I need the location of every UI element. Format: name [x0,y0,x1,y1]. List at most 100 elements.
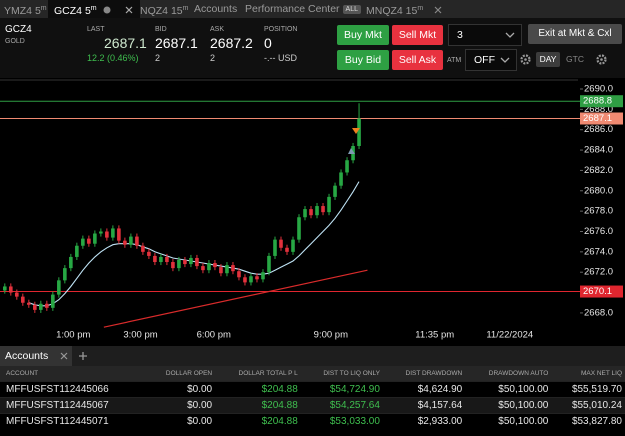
tab[interactable]: MNQZ4 15m [366,0,442,18]
gtc-button[interactable]: GTC [566,54,584,64]
cell: $55,010.24 [551,397,625,414]
buy-bid-button[interactable]: Buy Bid [337,50,389,70]
tab[interactable]: GCZ4 5m [48,0,140,18]
cell: $0.00 [146,413,216,429]
y-tick-label: 2688.0 [584,104,613,115]
add-tab-icon[interactable] [78,351,88,361]
candle-body [291,239,295,252]
panel-tab[interactable]: Accounts [0,346,72,366]
y-tick-label: 2672.0 [584,267,613,278]
column-header[interactable]: DOLLAR TOTAL P L [215,366,301,382]
candle-body [9,286,13,293]
settings-icon[interactable] [596,54,607,65]
column-header[interactable]: DIST DRAWDOWN [382,366,466,382]
candle-body [141,245,145,252]
candle-body [243,277,247,283]
column-header[interactable]: DOLLAR OPEN [146,366,216,382]
y-tick-label: 2676.0 [584,226,613,237]
tab[interactable]: Accounts [194,0,237,18]
tab[interactable]: Performance Center ALL [245,0,362,18]
candle-body [81,238,85,246]
candle-body [213,263,217,268]
candle-body [261,272,265,280]
column-header[interactable]: DRAWDOWN AUTO [465,366,552,382]
tab[interactable]: NQZ4 15m [140,0,188,18]
account-row[interactable]: MFFUSFST112445071 $0.00 $204.88 $53,033.00 $… [0,413,625,429]
candle-body [273,239,277,256]
close-icon[interactable] [434,6,442,14]
candle-body [111,228,115,238]
y-tick-label: 2668.0 [584,307,613,318]
cell: $4,157.64 [382,397,466,414]
atm-select[interactable]: OFF [465,49,517,71]
candle-body [45,303,49,308]
tab-label: Performance Center [245,3,340,15]
candle-body [147,251,151,256]
change: 12.2 (0.46%) [87,53,139,63]
candle-body [303,209,307,218]
dropdown-arrow [505,32,515,38]
candle-body [3,286,7,291]
quantity: 3 [457,29,463,41]
candle-body [57,280,61,295]
bid-label: BID [155,26,167,33]
quote-panel: GCZ4 GOLD LAST 2687.1 12.2 (0.46%) BID 2… [0,18,625,78]
candle-body [63,268,67,281]
column-header[interactable]: ACCOUNT [0,366,147,382]
candle-body [225,265,229,274]
tab-symbol: NQZ4 [140,5,169,17]
tab[interactable]: YMZ4 5m [4,0,47,18]
position-value: -.-- USD [264,53,297,63]
candle-body [333,185,337,197]
quantity-input[interactable]: 3 [448,24,522,46]
day-button[interactable]: DAY [536,52,560,67]
tab-unit: m [417,5,424,12]
tab-symbol: YMZ4 [4,5,33,17]
position-label: POSITION [264,26,298,33]
tab-interval: 5 [84,5,91,17]
column-header[interactable]: DIST TO LIQ ONLY [300,366,383,382]
candle-body [93,233,97,244]
price-tag-label: 2688.8 [583,96,612,107]
tab-interval: 15 [405,5,418,17]
price-tag-label: 2687.1 [583,113,612,124]
close-icon[interactable] [125,6,133,14]
close-icon[interactable] [60,352,68,360]
tab-label: Accounts [194,3,238,15]
candle-body [135,236,139,246]
candle-body [345,160,349,173]
account-row[interactable]: MFFUSFST112445067 $0.00 $204.88 $54,257.64 $… [0,397,625,414]
cell: MFFUSFST112445067 [0,397,147,414]
order-marker[interactable] [352,128,360,134]
candle-body [15,292,19,297]
cell: $4,624.90 [382,381,466,398]
price-tag [580,285,623,298]
y-tick-label: 2674.0 [584,246,613,257]
buy-mkt-button[interactable]: Buy Mkt [337,25,389,45]
cell: $204.88 [215,381,301,398]
order-marker[interactable] [348,148,355,154]
candle-body [153,255,157,263]
cell: $53,827.80 [551,413,625,429]
ask-label: ASK [210,26,225,33]
cell: $0.00 [146,381,216,398]
settings-icon[interactable] [520,54,531,65]
candle-body [183,259,187,265]
column-header[interactable]: MAX NET LIQ [551,366,625,382]
candle-body [21,296,25,303]
price-tag-label: 2670.1 [583,286,612,297]
candle-body [249,276,253,283]
sell-ask-button[interactable]: Sell Ask [392,50,443,70]
last-label: LAST [87,26,105,33]
cell: MFFUSFST112445066 [0,381,147,398]
account-row[interactable]: MFFUSFST112445066 $0.00 $204.88 $54,724.90 $… [0,381,625,398]
exit-button[interactable]: Exit at Mkt & Cxl [528,24,622,44]
tab-unit: m [40,5,47,12]
sell-mkt-button[interactable]: Sell Mkt [392,25,443,45]
x-tick-label: 6:00 pm [197,330,231,341]
candle-body [207,263,211,271]
atm-label: ATM [447,57,462,64]
candle-body [327,196,331,213]
tab-symbol: MNQZ4 [366,5,403,17]
